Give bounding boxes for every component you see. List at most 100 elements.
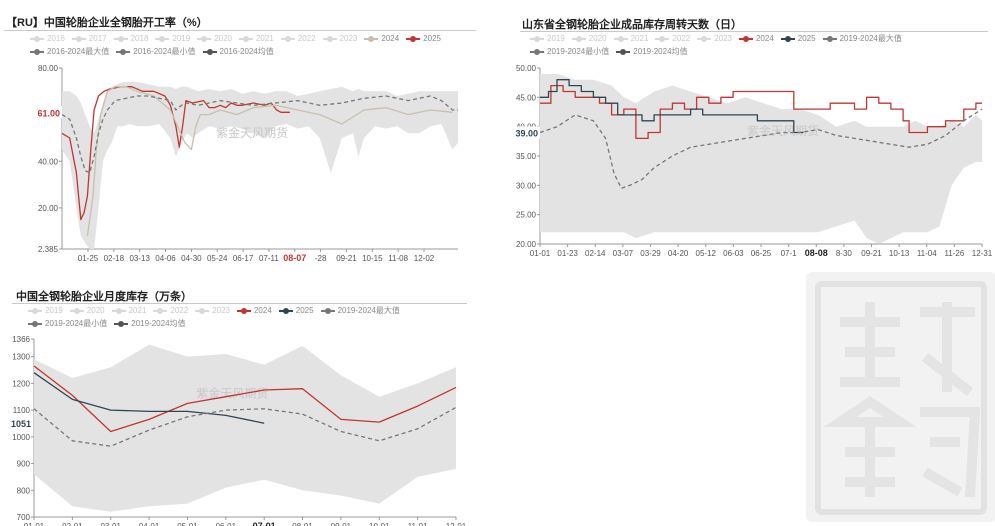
legend-marker-icon xyxy=(738,35,753,43)
x-tick-label: 11-04 xyxy=(917,249,937,258)
min-max-band xyxy=(62,82,458,249)
title-underline xyxy=(520,31,988,32)
x-tick-label: 06-25 xyxy=(751,249,772,258)
series-line-2024 xyxy=(33,365,457,433)
legend-item-2025[interactable]: 2025 xyxy=(406,32,441,45)
legend-item-2019[interactable]: 2019 xyxy=(28,304,63,317)
legend-item-2016-2024[interactable]: 2016-2024最小值 xyxy=(116,45,196,58)
legend-item-2019[interactable]: 2019 xyxy=(530,32,565,45)
series-line-2025 xyxy=(61,86,290,221)
legend-item-2016[interactable]: 2016 xyxy=(30,32,65,45)
x-tick-label: 04-06 xyxy=(155,254,176,263)
legend-item-2020[interactable]: 2020 xyxy=(197,32,232,45)
series-line-2025 xyxy=(33,372,265,424)
x-tick-label: 02-18 xyxy=(104,254,125,263)
legend-item-2025[interactable]: 2025 xyxy=(278,304,314,317)
chart-legend[interactable]: 2019 2020 2021 2022 2023 2024 2025 2019-2024最大值… xyxy=(530,32,985,58)
legend-item-2020[interactable]: 2020 xyxy=(571,32,607,45)
y-tick-label: 900 xyxy=(17,460,31,469)
legend-label: 2020 xyxy=(588,34,607,43)
legend-item-2016-2024[interactable]: 2016-2024均值 xyxy=(202,45,274,58)
legend-marker-icon xyxy=(322,35,337,43)
legend-label: 2024 xyxy=(381,34,400,43)
legend-label: 2016-2024最大值 xyxy=(47,47,110,56)
legend-item-2019-2024[interactable]: 2019-2024最小值 xyxy=(28,317,107,330)
legend-label: 2023 xyxy=(714,34,732,43)
legend-marker-icon xyxy=(111,307,126,315)
legend-label: 2016 xyxy=(47,34,65,43)
legend-item-2019-2024[interactable]: 2019-2024最大值 xyxy=(320,304,400,317)
y-tick-label: 25.00 xyxy=(516,211,537,220)
legend-item-2019[interactable]: 2019 xyxy=(155,32,190,45)
series-line-2024 xyxy=(86,86,453,236)
y-tick-label: 800 xyxy=(17,486,31,495)
x-tick-label: 12-02 xyxy=(414,254,435,263)
legend-item-2019-2024[interactable]: 2019-2024均值 xyxy=(616,45,688,58)
y-tick-label: 35.00 xyxy=(516,152,537,161)
legend-marker-icon xyxy=(71,35,86,43)
legend-marker-icon xyxy=(613,35,628,43)
y-tick-label: 1100 xyxy=(13,406,31,415)
y-tick-label: 1366 xyxy=(12,335,30,344)
legend-marker-icon xyxy=(28,320,42,328)
chart-tire-operating-rate: 【RU】中国轮胎企业全钢胎开工率（%） 2016 2017 2018 2019 2020… xyxy=(0,0,480,270)
y-tick-label: 20.00 xyxy=(38,204,59,213)
watermark-logo xyxy=(806,272,995,522)
legend-item-2024[interactable]: 2024 xyxy=(738,32,774,45)
legend-label: 2019-2024最小值 xyxy=(547,47,610,56)
y-tick-label: 2.385 xyxy=(38,245,59,254)
legend-item-2021[interactable]: 2021 xyxy=(613,32,648,45)
legend-label: 2022 xyxy=(170,306,189,315)
legend-marker-icon xyxy=(155,35,170,43)
legend-marker-icon xyxy=(114,320,129,328)
legend-item-2016-2024[interactable]: 2016-2024最大值 xyxy=(30,45,109,58)
x-tick-label: 06-17 xyxy=(233,254,254,263)
legend-item-2022[interactable]: 2022 xyxy=(153,304,188,317)
legend-item-2019-2024[interactable]: 2019-2024最小值 xyxy=(530,45,609,58)
legend-item-2019-2024[interactable]: 2019-2024均值 xyxy=(114,317,186,330)
legend-marker-icon xyxy=(69,307,84,315)
legend-item-2021[interactable]: 2021 xyxy=(238,32,274,45)
min-max-band xyxy=(34,344,456,512)
legend-item-2022[interactable]: 2022 xyxy=(280,32,316,45)
x-tick-label: 05-01 xyxy=(177,522,198,526)
x-tick-label: 01-01 xyxy=(24,522,45,526)
legend-item-2024[interactable]: 2024 xyxy=(236,304,272,317)
x-tick-label: 11-26 xyxy=(944,249,964,258)
legend-item-2021[interactable]: 2021 xyxy=(111,304,146,317)
chart-legend[interactable]: 2019 2020 2021 2022 2023 2024 2025 2019-2024最大值… xyxy=(28,304,468,330)
x-tick-label: 05-24 xyxy=(207,254,228,263)
legend-item-2020[interactable]: 2020 xyxy=(69,304,105,317)
legend-marker-icon xyxy=(238,35,253,43)
legend-item-2024[interactable]: 2024 xyxy=(364,32,399,45)
legend-item-2025[interactable]: 2025 xyxy=(780,32,816,45)
legend-label: 2025 xyxy=(423,34,441,43)
x-tick-label: 03-07 xyxy=(613,249,634,258)
legend-label: 2016-2024最小值 xyxy=(133,47,196,56)
legend-marker-icon xyxy=(202,48,217,56)
legend-label: 2019-2024最大值 xyxy=(839,34,902,43)
chart-plot: 1366 1300 1200 1100 1000 900 800 700 紫金天风期货 01-01… xyxy=(0,335,467,526)
legend-item-2017[interactable]: 2017 xyxy=(71,32,107,45)
legend-item-2018[interactable]: 2018 xyxy=(113,32,148,45)
y-tick-label: 1300 xyxy=(12,353,30,362)
legend-item-2023[interactable]: 2023 xyxy=(195,304,230,317)
x-tick-label: 8-30 xyxy=(836,249,853,258)
legend-item-2023[interactable]: 2023 xyxy=(322,32,358,45)
chart-legend[interactable]: 2016 2017 2018 2019 2020 2021 2022 2023 2024 2025… xyxy=(30,32,470,58)
x-tick-label: 06-01 xyxy=(216,522,237,526)
legend-item-2019-2024[interactable]: 2019-2024最大值 xyxy=(822,32,902,45)
legend-item-2022[interactable]: 2022 xyxy=(655,32,690,45)
x-tick-label: 11-01 xyxy=(408,522,428,526)
current-value-label: 1051 xyxy=(11,419,31,429)
current-value-label: 61.00 xyxy=(37,108,60,118)
legend-label: 2021 xyxy=(255,34,274,43)
legend-label: 2023 xyxy=(339,34,358,43)
y-tick-label: 50.00 xyxy=(516,64,537,73)
legend-marker-icon xyxy=(320,307,335,315)
x-tick-label: 03-01 xyxy=(100,522,121,526)
legend-marker-icon xyxy=(30,48,44,56)
x-tick-label: 06-03 xyxy=(723,249,744,258)
current-value-bg xyxy=(26,106,62,119)
legend-item-2023[interactable]: 2023 xyxy=(697,32,732,45)
